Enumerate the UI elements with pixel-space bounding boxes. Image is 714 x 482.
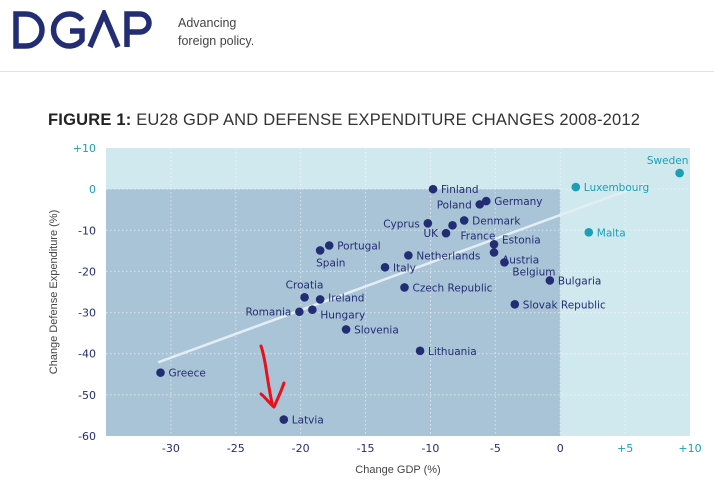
label-austria: Austria [502,255,539,267]
x-tick-label: -25 [227,442,245,455]
label-croatia: Croatia [286,279,324,291]
point-italy [380,263,390,272]
label-portugal: Portugal [337,241,381,253]
figure-label: FIGURE 1: [48,111,132,129]
label-romania: Romania [245,307,291,319]
figure-title-text: EU28 GDP AND DEFENSE EXPENDITURE CHANGES… [136,111,641,129]
x-tick-label: -15 [357,442,375,455]
y-tick-label: -60 [78,430,96,443]
x-tick-label: -5 [490,442,501,455]
point-belgium [500,258,509,267]
y-tick-label: -30 [78,307,96,320]
label-luxembourg: Luxembourg [584,182,649,194]
label-cyprus: Cyprus [383,218,420,230]
point-germany [481,196,491,206]
label-uk: UK [423,228,439,240]
y-tick-label: -40 [78,348,96,361]
y-tick-label: 0 [89,183,96,196]
point-lithuania [415,346,425,356]
y-tick-label: -10 [78,224,96,237]
y-tick-label: -50 [78,389,96,402]
label-hungary: Hungary [320,310,365,322]
label-malta: Malta [597,227,626,239]
point-portugal [324,241,334,250]
point-ireland [315,295,325,304]
x-tick-label: -20 [292,442,310,455]
tagline: Advancing foreign policy. [178,14,254,50]
label-netherlands: Netherlands [416,250,480,262]
label-germany: Germany [494,196,542,208]
point-uk [441,228,451,238]
x-tick-label: -30 [162,442,180,455]
dgap-logo-mark [13,6,152,49]
point-denmark [459,216,469,225]
label-poland: Poland [437,199,472,211]
x-axis-label: Change GDP (%) [355,464,440,476]
point-finland [428,184,438,194]
point-latvia [279,415,289,424]
x-tick-label: 0 [557,442,564,455]
dgap-logo[interactable] [12,6,162,54]
x-tick-label: -10 [421,442,439,455]
red-arrow-annotation [259,344,286,409]
figure-title: FIGURE 1: EU28 GDP AND DEFENSE EXPENDITU… [48,111,640,130]
point-estonia [489,239,499,249]
label-bulgaria: Bulgaria [558,275,602,287]
point-croatia [300,293,309,302]
label-italy: Italy [393,262,416,274]
x-tick-label: +10 [678,442,701,455]
label-latvia: Latvia [292,415,324,427]
point-spain [315,246,325,255]
point-hungary [308,305,317,314]
tagline-line1: Advancing [178,16,237,30]
trend-line [157,182,646,364]
point-bulgaria [545,276,555,285]
point-czech-republic [400,283,409,292]
point-greece [156,368,165,377]
label-slovenia: Slovenia [354,324,399,336]
label-sweden: Sweden [647,155,689,167]
point-luxembourg [571,182,581,192]
point-netherlands [404,251,413,260]
label-estonia: Estonia [502,234,541,246]
point-romania [295,307,304,317]
label-spain: Spain [316,257,345,269]
point-slovak-republic [510,300,520,309]
y-axis-label: Change Defense Expenditure (%) [48,210,60,374]
y-tick-label: -20 [78,265,96,278]
point-cyprus [423,218,433,228]
x-tick-label: +5 [617,442,633,455]
point-poland [475,200,485,209]
point-slovenia [341,325,351,334]
point-austria [489,248,499,257]
label-czech-republic: Czech Republic [412,282,492,294]
label-france: France [461,230,496,242]
label-slovak-republic: Slovak Republic [523,299,606,311]
y-tick-label: +10 [73,142,96,155]
point-france [448,221,457,230]
label-greece: Greece [169,368,206,380]
label-lithuania: Lithuania [428,346,477,358]
tagline-line2: foreign policy. [178,34,255,48]
label-finland: Finland [441,184,479,196]
point-malta [584,228,594,237]
point-sweden [675,168,684,178]
negative-region [106,189,561,436]
label-denmark: Denmark [472,215,521,227]
label-belgium: Belgium [512,266,555,278]
header-divider [0,71,714,72]
label-ireland: Ireland [328,292,364,304]
